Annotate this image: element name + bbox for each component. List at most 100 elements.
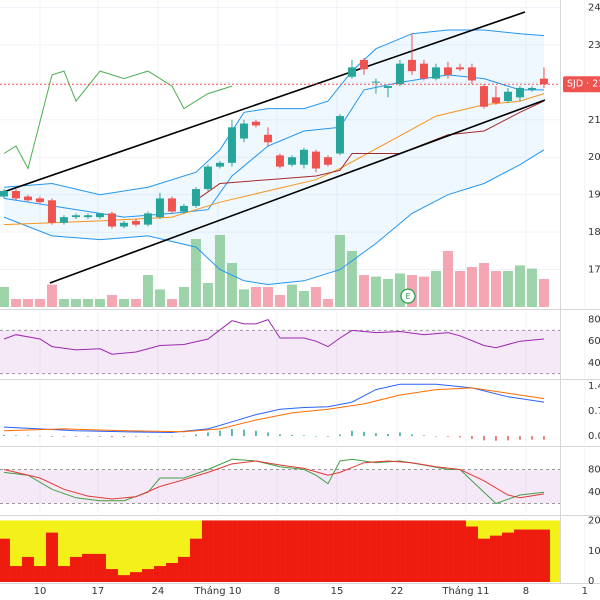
volume-bar: [502, 271, 513, 307]
histogram-bar: [99, 436, 101, 437]
histogram-bar: [387, 433, 389, 437]
bar: [141, 569, 154, 582]
volume-bar: [526, 268, 537, 307]
candle-body: [107, 213, 116, 227]
trend-line: [0, 11, 526, 194]
histogram-bar: [459, 436, 461, 438]
band-fill: [0, 330, 560, 374]
x-tick-label: 10: [34, 586, 47, 597]
volume-bar: [454, 271, 465, 307]
volume-bar: [382, 279, 393, 307]
y-tick-label: 60: [588, 336, 600, 347]
bar: [105, 569, 118, 582]
histogram-bar: [435, 436, 437, 437]
bar: [501, 532, 514, 582]
candle-body: [215, 162, 224, 167]
candle-body: [479, 86, 488, 107]
candle-body: [191, 189, 200, 206]
bar: [129, 572, 142, 582]
y-tick-label: 10: [588, 546, 600, 557]
candle-body: [71, 215, 80, 218]
candle-body: [143, 213, 152, 225]
bar: [201, 520, 214, 582]
volume-bar: [514, 265, 525, 307]
bar: [525, 529, 538, 582]
bar: [357, 520, 370, 582]
histogram-bar: [315, 436, 317, 437]
x-tick-label: 8: [523, 586, 529, 597]
indicator-line: [3, 70, 233, 170]
volume-bar: [490, 271, 501, 307]
bar: [321, 520, 334, 582]
histogram-bar: [411, 434, 413, 437]
bar: [237, 520, 250, 582]
histogram-bar: [123, 436, 125, 438]
volume-bar: [394, 273, 405, 307]
volume-bar: [106, 295, 117, 307]
event-label: E: [405, 292, 410, 301]
volume-bar: [346, 251, 357, 307]
volume-bar: [118, 299, 129, 307]
y-tick-label: 17: [588, 265, 600, 276]
volume-bar: [250, 287, 261, 307]
histogram-bar: [255, 430, 257, 437]
x-tick-label: 8: [274, 586, 280, 597]
volume-bar: [274, 295, 285, 307]
candle-body: [503, 91, 512, 102]
histogram-bar: [171, 436, 173, 437]
candle-body: [251, 121, 260, 126]
candle-body: [11, 190, 20, 199]
y-tick-label: 0.7: [588, 406, 600, 417]
x-tick-label: Tháng 10: [193, 585, 241, 597]
histogram-bar: [39, 435, 41, 437]
bar: [405, 520, 418, 582]
bar: [69, 556, 82, 582]
y-tick-label: 1.4: [588, 381, 600, 392]
candle-body: [323, 157, 332, 165]
candle-body: [275, 155, 284, 167]
histogram-bar: [87, 436, 89, 437]
histogram-bar: [27, 435, 29, 437]
candle-body: [239, 123, 248, 139]
histogram-bar: [3, 435, 5, 437]
candle-body: [203, 166, 212, 190]
y-tick-label: 18: [588, 227, 600, 238]
histogram-bar: [231, 428, 233, 437]
candle-body: [371, 81, 380, 83]
histogram-bar: [507, 436, 509, 441]
candle-body: [383, 86, 392, 88]
candle-body: [443, 67, 452, 75]
candle-body: [539, 78, 548, 85]
indicator-line: [3, 383, 545, 434]
y-tick-label: 19: [588, 190, 600, 201]
candle-body: [119, 222, 128, 227]
candle-body: [47, 200, 56, 223]
histogram-bar: [75, 436, 77, 437]
histogram-bar: [207, 432, 209, 437]
bar: [249, 520, 262, 582]
bar: [273, 520, 286, 582]
histogram-bar: [267, 432, 269, 437]
candle-body: [431, 67, 440, 79]
volume-bar: [334, 235, 345, 307]
candle-body: [83, 215, 92, 218]
histogram-bar: [63, 436, 65, 437]
y-tick-label: 80: [588, 465, 600, 476]
volume-bar: [430, 271, 441, 307]
x-tick-label: 1: [582, 586, 588, 597]
histogram-bar: [279, 434, 281, 437]
candle-body: [335, 116, 344, 154]
bar: [513, 529, 526, 582]
volume-bar: [322, 299, 333, 307]
y-tick-label: 0: [588, 576, 594, 587]
last-price-box: [563, 76, 600, 93]
histogram-bar: [423, 435, 425, 437]
x-tick-label: 15: [331, 586, 344, 597]
histogram-bar: [183, 436, 185, 437]
candle-body: [131, 220, 140, 225]
bar: [393, 520, 406, 582]
y-tick-label: 20: [588, 515, 600, 526]
volume-bar: [34, 299, 45, 307]
trend-line: [49, 99, 546, 284]
indicator-line: [195, 100, 545, 201]
